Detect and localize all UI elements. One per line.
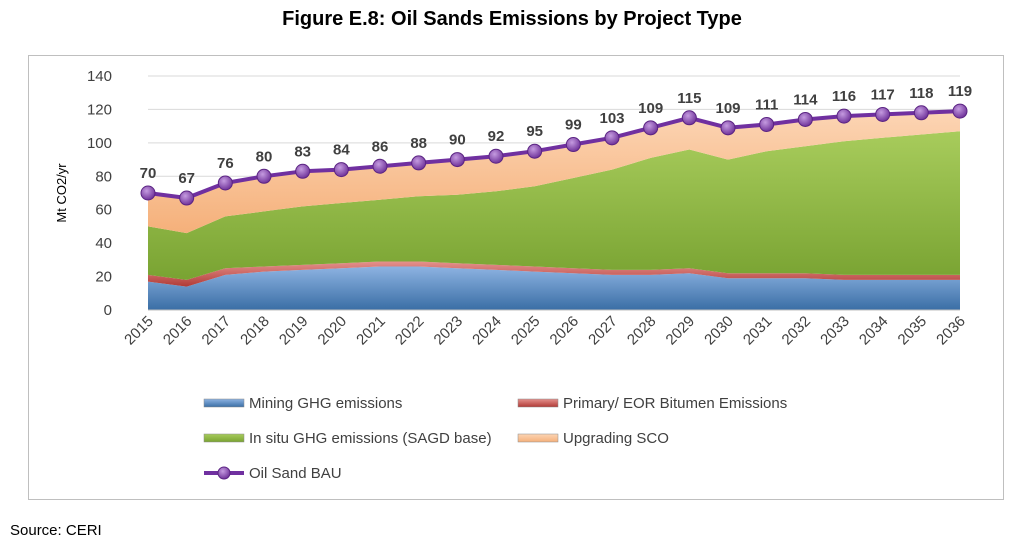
x-tick-label: 2031 <box>740 313 776 349</box>
data-label: 67 <box>178 170 195 187</box>
data-point <box>605 131 619 145</box>
data-point <box>837 109 851 123</box>
legend-label: In situ GHG emissions (SAGD base) <box>249 430 492 447</box>
data-point <box>876 107 890 121</box>
legend-label: Primary/ EOR Bitumen Emissions <box>563 395 787 412</box>
data-point <box>218 176 232 190</box>
data-label: 76 <box>217 155 234 172</box>
y-axis-title: Mt CO2/yr <box>54 163 69 223</box>
data-point <box>953 104 967 118</box>
x-tick-label: 2028 <box>624 313 660 349</box>
data-label: 92 <box>488 128 505 145</box>
data-point <box>180 191 194 205</box>
data-point <box>373 159 387 173</box>
x-tick-label: 2021 <box>353 313 389 349</box>
x-tick-label: 2027 <box>585 313 621 349</box>
data-label: 117 <box>871 86 895 103</box>
data-label: 83 <box>294 143 311 160</box>
legend-label: Mining GHG emissions <box>249 395 402 412</box>
data-label: 88 <box>410 135 427 152</box>
legend-item: Oil Sand BAU <box>204 465 342 482</box>
data-label: 115 <box>677 90 701 107</box>
data-point <box>141 186 155 200</box>
data-point <box>644 121 658 135</box>
data-point <box>760 117 774 131</box>
x-tick-label: 2016 <box>160 313 196 349</box>
legend-swatch <box>518 399 558 407</box>
y-tick-label: 140 <box>87 68 112 85</box>
x-tick-label: 2034 <box>856 313 892 349</box>
legend-swatch <box>518 434 558 442</box>
x-tick-label: 2015 <box>121 313 157 349</box>
y-tick-label: 20 <box>95 269 112 286</box>
x-tick-label: 2020 <box>315 313 351 349</box>
x-tick-label: 2036 <box>933 313 969 349</box>
data-point <box>412 156 426 170</box>
data-point <box>721 121 735 135</box>
x-tick-label: 2032 <box>779 313 815 349</box>
data-point <box>528 144 542 158</box>
x-tick-label: 2029 <box>663 313 699 349</box>
data-label: 109 <box>638 100 663 117</box>
source-note: Source: CERI <box>10 522 102 539</box>
x-tick-label: 2025 <box>508 313 544 349</box>
y-tick-label: 100 <box>87 135 112 152</box>
legend-swatch <box>204 399 244 407</box>
x-tick-label: 2017 <box>199 313 235 349</box>
legend-label: Oil Sand BAU <box>249 465 342 482</box>
data-label: 116 <box>832 88 856 105</box>
data-label: 70 <box>140 165 157 182</box>
data-label: 80 <box>256 148 273 165</box>
data-label: 114 <box>793 91 818 108</box>
y-tick-label: 120 <box>87 101 112 118</box>
x-tick-label: 2018 <box>237 313 273 349</box>
x-tick-label: 2022 <box>392 313 428 349</box>
data-label: 84 <box>333 142 350 159</box>
x-tick-label: 2024 <box>469 313 505 349</box>
chart-plot: 020406080100120140Mt CO2/yr2015 2016 2017 2… <box>0 0 1024 550</box>
data-label: 109 <box>715 100 740 117</box>
data-point <box>257 169 271 183</box>
x-tick-label: 2026 <box>547 313 583 349</box>
y-tick-label: 80 <box>95 168 112 185</box>
data-point <box>914 106 928 120</box>
y-tick-label: 40 <box>95 235 112 252</box>
data-label: 99 <box>565 117 582 134</box>
legend-label: Upgrading SCO <box>563 430 669 447</box>
x-tick-label: 2023 <box>431 313 467 349</box>
x-tick-label: 2035 <box>895 313 931 349</box>
data-label: 90 <box>449 132 466 149</box>
x-tick-label: 2030 <box>701 313 737 349</box>
data-point <box>798 112 812 126</box>
legend-item: Mining GHG emissions <box>204 395 402 412</box>
data-point <box>450 153 464 167</box>
x-tick-label: 2019 <box>276 313 312 349</box>
legend-item: Primary/ EOR Bitumen Emissions <box>518 395 787 412</box>
y-tick-label: 0 <box>104 302 112 319</box>
data-point <box>296 164 310 178</box>
data-point <box>682 111 696 125</box>
data-label: 111 <box>755 96 778 113</box>
legend-item: In situ GHG emissions (SAGD base) <box>204 430 492 447</box>
legend-swatch-marker <box>218 467 230 479</box>
data-label: 118 <box>909 85 933 102</box>
legend-item: Upgrading SCO <box>518 430 669 447</box>
data-label: 86 <box>372 138 389 155</box>
legend-swatch <box>204 434 244 442</box>
data-point <box>566 138 580 152</box>
y-tick-label: 60 <box>95 202 112 219</box>
data-label: 119 <box>948 83 972 100</box>
data-point <box>489 149 503 163</box>
data-label: 103 <box>599 110 624 127</box>
x-tick-label: 2033 <box>817 313 853 349</box>
data-point <box>334 163 348 177</box>
data-label: 95 <box>526 123 543 140</box>
